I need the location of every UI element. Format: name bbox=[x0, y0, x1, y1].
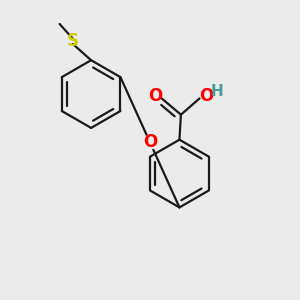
Text: O: O bbox=[148, 86, 162, 104]
Text: O: O bbox=[143, 133, 157, 151]
Text: O: O bbox=[199, 86, 213, 104]
Text: S: S bbox=[67, 32, 79, 50]
Text: H: H bbox=[210, 84, 223, 99]
